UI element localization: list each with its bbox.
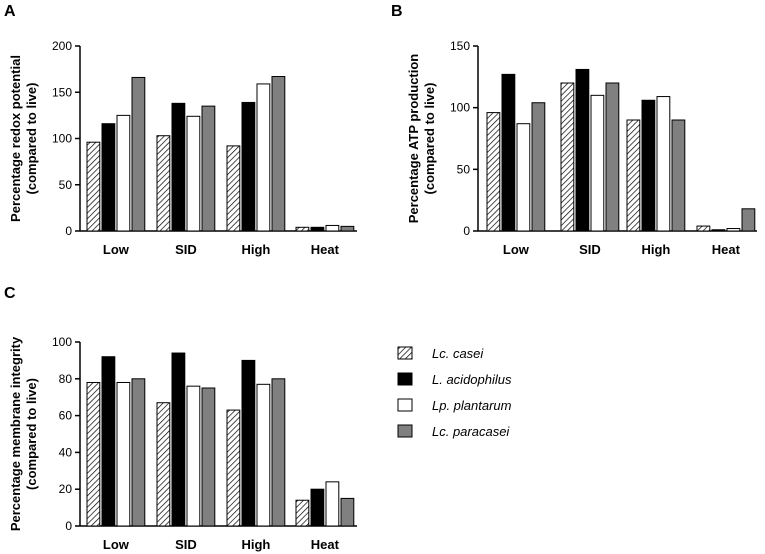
panel-b-y-axis-title: Percentage ATP production bbox=[406, 54, 421, 224]
panel-b-bar-low-lp-plantarum bbox=[516, 123, 531, 232]
panel-a-y-tick-label: 50 bbox=[59, 178, 73, 192]
panel-b-letter: B bbox=[391, 3, 403, 20]
panel-c-bar-low-lc-paracasei bbox=[131, 378, 146, 527]
panel-c-bar-sid-l-acidophilus bbox=[171, 352, 186, 527]
panel-b-bar-high-lc-paracasei bbox=[671, 119, 686, 232]
panel-b-y-tick-label: 150 bbox=[450, 39, 470, 53]
panel-c-x-category-label: SID bbox=[175, 537, 197, 552]
panel-c-x-category-label: High bbox=[241, 537, 270, 552]
panel-c-y-tick-label: 80 bbox=[59, 372, 73, 386]
panel-a-y-tick-label: 100 bbox=[52, 132, 72, 146]
panel-a-bar-low-lp-plantarum bbox=[116, 114, 131, 232]
panel-a-x-category-label: Heat bbox=[311, 242, 340, 257]
panel-c-y-axis-subtitle: (compared to live) bbox=[24, 378, 39, 490]
panel-b-bar-high-lc-casei bbox=[626, 119, 641, 232]
panel-c-bar-sid-lc-paracasei bbox=[201, 387, 216, 527]
panel-a-y-tick-label: 0 bbox=[65, 224, 72, 238]
panel-c-bar-heat-lc-paracasei bbox=[340, 497, 355, 527]
panel-c-y-tick-label: 20 bbox=[59, 482, 73, 496]
panel-b-bar-low-lc-casei bbox=[486, 112, 501, 232]
panel-b-bar-heat-lc-casei bbox=[696, 225, 711, 232]
panel-b-y-tick-label: 50 bbox=[457, 162, 471, 176]
legend-label-lc-casei: Lc. casei bbox=[432, 346, 484, 361]
panel-b-y-tick-label: 0 bbox=[463, 224, 470, 238]
panel-b-bar-high-lp-plantarum bbox=[656, 96, 671, 232]
panel-c-bar-high-l-acidophilus bbox=[241, 359, 256, 527]
legend-swatch-lc-paracasei bbox=[397, 424, 413, 438]
panel-a-bar-sid-lc-paracasei bbox=[201, 105, 216, 232]
panel-b-x-category-label: Low bbox=[503, 242, 530, 257]
panel-b-y-axis-subtitle: (compared to live) bbox=[422, 83, 437, 195]
panel-a-bar-heat-lc-paracasei bbox=[340, 225, 355, 232]
panel-b-bar-sid-lp-plantarum bbox=[590, 94, 605, 232]
legend-label-lc-paracasei: Lc. paracasei bbox=[432, 424, 510, 439]
panel-a-y-axis-subtitle: (compared to live) bbox=[24, 83, 39, 195]
panel-a-bar-high-lc-paracasei bbox=[271, 76, 286, 232]
panel-a-bar-sid-l-acidophilus bbox=[171, 102, 186, 232]
panel-a-y-tick-label: 200 bbox=[52, 39, 72, 53]
panel-c-bar-low-l-acidophilus bbox=[101, 356, 116, 527]
panel-b-x-category-label: Heat bbox=[712, 242, 741, 257]
panel-c-bar-heat-lp-plantarum bbox=[325, 481, 340, 527]
panel-b: B 0 50 100 150 Percentage ATP production (com… bbox=[391, 3, 757, 257]
panel-a-bar-sid-lp-plantarum bbox=[186, 115, 201, 232]
panel-c-x-category-label: Low bbox=[103, 537, 130, 552]
legend-swatch-lc-casei bbox=[397, 346, 413, 360]
panel-c-y-tick-label: 100 bbox=[52, 335, 72, 349]
panel-b-bar-high-l-acidophilus bbox=[641, 99, 656, 232]
panel-b-bar-low-l-acidophilus bbox=[501, 73, 516, 232]
panel-b-y-tick-label: 100 bbox=[450, 101, 470, 115]
panel-c-bar-high-lc-casei bbox=[226, 409, 241, 527]
panel-b-bar-sid-l-acidophilus bbox=[575, 68, 590, 232]
panel-a-letter: A bbox=[4, 3, 16, 20]
legend-label-l-acidophilus: L. acidophilus bbox=[432, 372, 512, 387]
panel-b-x-category-label: High bbox=[641, 242, 670, 257]
panel-c-x-category-label: Heat bbox=[311, 537, 340, 552]
panel-b-bar-low-lc-paracasei bbox=[531, 102, 546, 232]
panel-a-x-category-label: High bbox=[241, 242, 270, 257]
panel-b-bar-heat-l-acidophilus bbox=[711, 229, 726, 232]
panel-a-x-category-label: Low bbox=[103, 242, 130, 257]
panel-c-y-tick-label: 60 bbox=[59, 409, 73, 423]
panel-a-bar-low-l-acidophilus bbox=[101, 123, 116, 232]
legend-label-lp-plantarum: Lp. plantarum bbox=[432, 398, 512, 413]
panel-c-bar-heat-l-acidophilus bbox=[310, 488, 325, 527]
panel-c-bar-heat-lc-casei bbox=[295, 499, 310, 527]
panel-c-bar-high-lc-paracasei bbox=[271, 378, 286, 527]
panel-c-bar-sid-lp-plantarum bbox=[186, 385, 201, 527]
panel-a-bar-low-lc-paracasei bbox=[131, 76, 146, 232]
panel-c-bar-sid-lc-casei bbox=[156, 402, 171, 527]
panel-c-bar-low-lp-plantarum bbox=[116, 381, 131, 527]
panel-a-x-category-label: SID bbox=[175, 242, 197, 257]
panel-a: A 0 50 100 150 200 Percentage redox potential… bbox=[4, 3, 357, 257]
legend-swatch-l-acidophilus bbox=[397, 372, 413, 386]
panel-b-x-category-label: SID bbox=[579, 242, 601, 257]
panel-a-bar-high-lp-plantarum bbox=[256, 83, 271, 232]
panel-a-bar-high-l-acidophilus bbox=[241, 101, 256, 232]
panel-c-y-axis-title: Percentage membrane integrity bbox=[8, 336, 23, 531]
panel-a-bar-heat-l-acidophilus bbox=[310, 226, 325, 232]
panel-c-bar-high-lp-plantarum bbox=[256, 383, 271, 527]
panel-b-bar-heat-lc-paracasei bbox=[741, 208, 756, 232]
panel-a-bar-heat-lc-casei bbox=[295, 226, 310, 232]
panel-a-bar-high-lc-casei bbox=[226, 145, 241, 232]
panel-c-y-tick-label: 40 bbox=[59, 445, 73, 459]
panel-a-y-axis-title: Percentage redox potential bbox=[8, 55, 23, 222]
legend-swatch-lp-plantarum bbox=[397, 398, 413, 412]
panel-a-bar-low-lc-casei bbox=[86, 141, 101, 232]
legend: Lc. casei L. acidophilus Lp. plantarum L… bbox=[397, 346, 512, 439]
panel-c-y-tick-label: 0 bbox=[65, 519, 72, 533]
panel-a-bar-sid-lc-casei bbox=[156, 135, 171, 232]
panel-b-bar-heat-lp-plantarum bbox=[726, 228, 741, 232]
panel-c-bar-low-lc-casei bbox=[86, 381, 101, 527]
panel-c-letter: C bbox=[4, 285, 16, 302]
panel-b-bar-sid-lc-paracasei bbox=[605, 82, 620, 232]
panel-b-bar-sid-lc-casei bbox=[560, 82, 575, 232]
panel-a-bar-heat-lp-plantarum bbox=[325, 224, 340, 232]
panel-c: C 0 20 40 60 80 100 Percentage membrane integr… bbox=[4, 285, 357, 552]
panel-a-y-tick-label: 150 bbox=[52, 85, 72, 99]
